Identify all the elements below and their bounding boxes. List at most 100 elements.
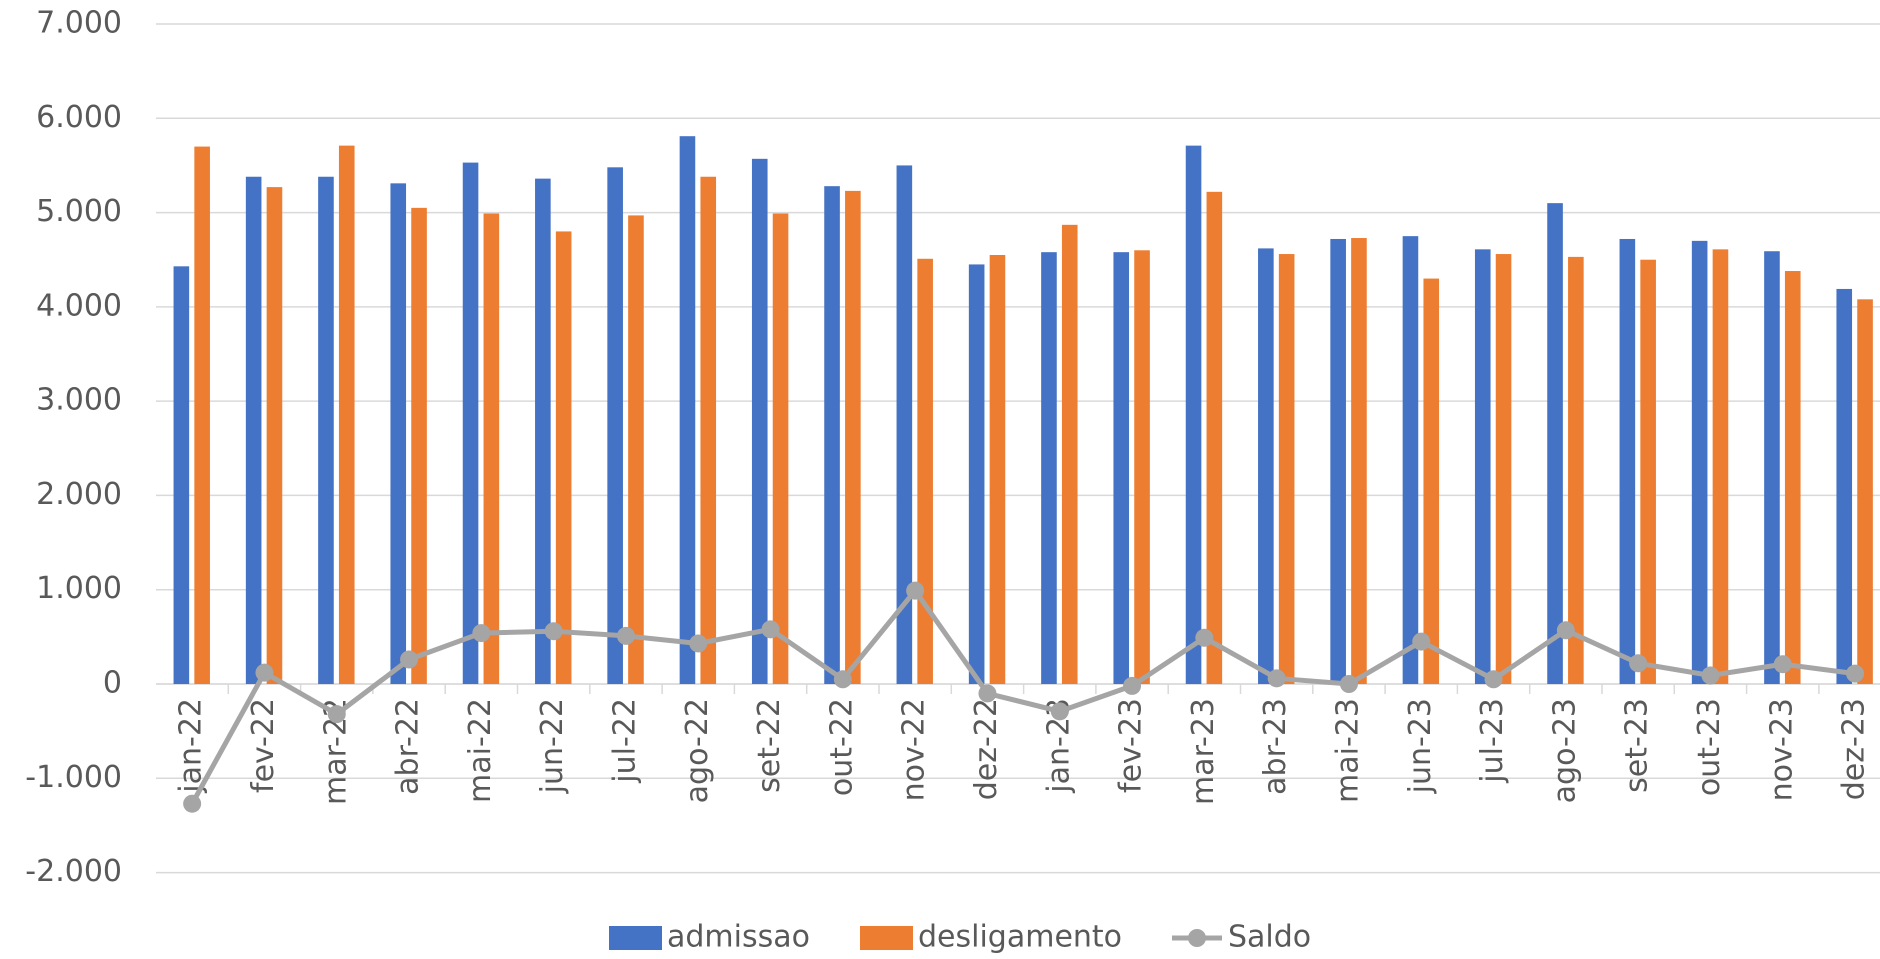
marker xyxy=(1701,666,1720,685)
y-tick-label: 6.000 xyxy=(36,100,122,135)
marker xyxy=(761,620,780,639)
bar xyxy=(338,145,355,685)
bar xyxy=(1113,252,1130,684)
bar xyxy=(824,186,840,684)
x-tick-label: mai-22 xyxy=(463,698,498,803)
x-tick-label: abr-23 xyxy=(1258,698,1293,795)
bar xyxy=(968,264,985,684)
marker xyxy=(1267,669,1286,688)
marker xyxy=(472,624,491,643)
bar xyxy=(173,266,190,684)
marker xyxy=(1339,675,1358,693)
bar xyxy=(535,178,551,684)
legend-swatch xyxy=(609,926,662,950)
x-tick-label: jul-23 xyxy=(1475,698,1510,784)
x-tick-label: fev-22 xyxy=(246,698,281,793)
bar xyxy=(266,187,283,684)
marker xyxy=(1050,702,1069,721)
bar xyxy=(555,231,572,684)
marker xyxy=(1484,670,1503,689)
x-tick-label: jun-23 xyxy=(1403,698,1438,794)
bar xyxy=(1495,254,1512,685)
bar xyxy=(896,165,913,684)
marker xyxy=(1195,628,1214,647)
bar xyxy=(1351,238,1367,684)
marker xyxy=(1773,655,1792,674)
bar xyxy=(700,176,717,684)
bar xyxy=(607,167,623,685)
bar xyxy=(1402,236,1419,684)
marker xyxy=(1629,654,1648,673)
bar xyxy=(1134,250,1150,685)
bar xyxy=(1041,252,1057,684)
bar xyxy=(989,255,1006,684)
bar xyxy=(1568,256,1584,684)
bar xyxy=(1423,278,1440,684)
x-tick-label: jun-22 xyxy=(535,698,570,794)
marker xyxy=(616,626,635,645)
marker xyxy=(689,634,708,653)
legend-marker xyxy=(1188,929,1206,947)
bar xyxy=(1258,248,1274,684)
bar xyxy=(483,213,500,684)
marker xyxy=(833,670,852,689)
legend-label: admissao xyxy=(667,920,810,955)
marker xyxy=(1846,664,1865,683)
x-tick-label: out-22 xyxy=(824,698,859,796)
bar xyxy=(1619,238,1636,684)
bar xyxy=(1857,299,1873,684)
marker xyxy=(1556,621,1575,640)
x-tick-label: jan-22 xyxy=(174,698,209,794)
bar xyxy=(628,215,644,684)
bar xyxy=(1061,224,1078,685)
y-tick-label: 5.000 xyxy=(36,194,122,229)
bar xyxy=(1185,145,1202,685)
y-tick-label: 0 xyxy=(103,666,122,701)
marker xyxy=(544,622,563,641)
y-tick-label: -2.000 xyxy=(25,854,122,889)
y-tick-label: 1.000 xyxy=(36,571,122,606)
marker xyxy=(255,663,274,682)
x-tick-label: set-23 xyxy=(1620,698,1655,793)
marker xyxy=(1123,676,1142,695)
marker xyxy=(327,705,346,724)
bar xyxy=(318,176,334,684)
bar xyxy=(845,190,861,684)
y-tick-label: 3.000 xyxy=(36,383,122,418)
bar xyxy=(1784,271,1801,684)
x-tick-label: dez-23 xyxy=(1837,698,1872,800)
marker xyxy=(400,650,419,669)
legend: admissao desligamento Saldo xyxy=(609,920,1311,955)
bar xyxy=(917,258,933,684)
x-tick-label: dez-22 xyxy=(969,698,1004,800)
x-tick-label: ago-22 xyxy=(680,698,715,803)
bar xyxy=(411,207,427,684)
x-tick-label: set-22 xyxy=(752,698,787,793)
bar xyxy=(1206,191,1223,685)
bar xyxy=(462,162,479,685)
x-tick-label: nov-22 xyxy=(897,698,932,801)
bar xyxy=(1764,251,1780,684)
x-tick-label: abr-22 xyxy=(391,698,426,795)
bar xyxy=(772,213,789,684)
x-tick-label: ago-23 xyxy=(1547,698,1582,803)
legend-label: Saldo xyxy=(1228,920,1311,955)
bar xyxy=(751,158,768,685)
bar xyxy=(679,136,696,684)
bar xyxy=(390,183,407,685)
y-tick-label: 7.000 xyxy=(36,6,122,41)
y-tick-label: 4.000 xyxy=(36,288,122,323)
marker xyxy=(183,794,202,813)
bar xyxy=(194,146,210,685)
bar xyxy=(1836,288,1853,684)
x-tick-label: jul-22 xyxy=(607,698,642,784)
marker xyxy=(1412,632,1431,651)
x-tick-label: nov-23 xyxy=(1764,698,1799,801)
bar xyxy=(1278,254,1295,685)
bar xyxy=(1547,203,1563,684)
bar xyxy=(1691,240,1708,684)
bar xyxy=(1474,249,1491,685)
marker xyxy=(978,684,997,703)
